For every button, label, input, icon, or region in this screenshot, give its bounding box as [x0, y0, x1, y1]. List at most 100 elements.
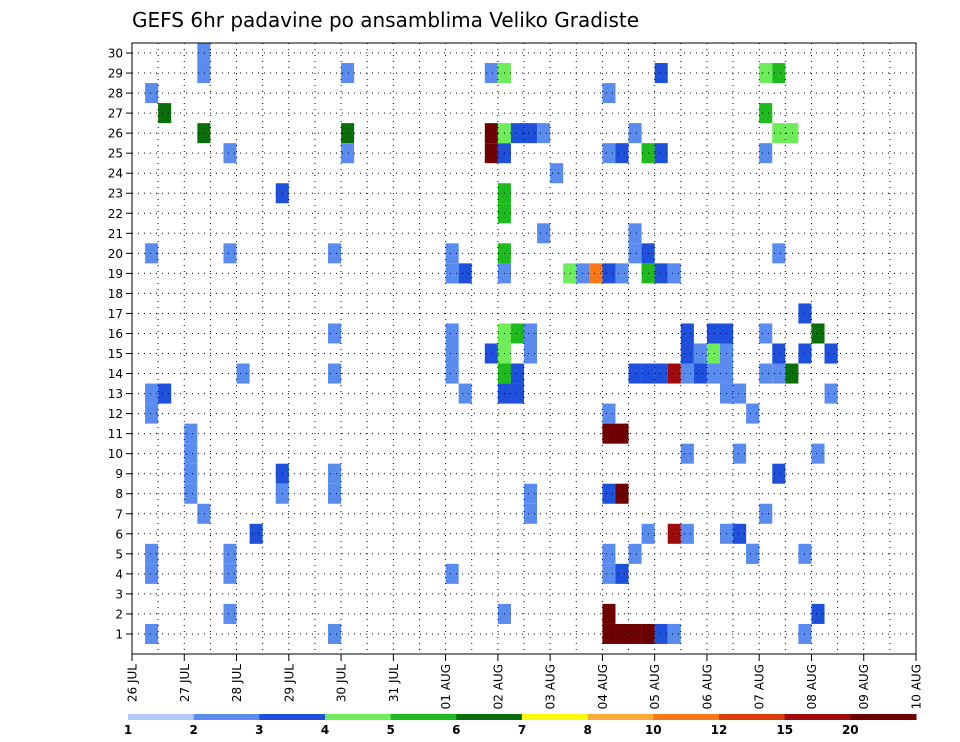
precip-cell	[445, 363, 459, 384]
y-tick-label: 1	[115, 627, 123, 641]
precip-cell	[680, 323, 694, 344]
precip-cell	[223, 603, 237, 624]
precip-cell	[184, 483, 198, 504]
x-tick-label: 29 JUL	[282, 664, 296, 702]
y-tick-label: 18	[108, 287, 123, 301]
precip-cell	[811, 323, 825, 344]
precip-cell	[484, 63, 498, 84]
colorbar-label: 5	[387, 723, 395, 737]
precip-cell	[145, 543, 159, 564]
precip-cell	[733, 523, 747, 544]
precip-cell	[223, 543, 237, 564]
x-tick-label: 10 AUG	[910, 664, 924, 709]
y-tick-label: 7	[115, 507, 123, 521]
precip-cell	[654, 363, 668, 384]
precip-cell	[537, 123, 551, 144]
precip-cell	[445, 243, 459, 264]
precip-cell	[706, 363, 720, 384]
precip-cell	[145, 383, 159, 404]
precip-cell	[628, 623, 642, 644]
precip-cell	[693, 343, 707, 364]
precip-cell	[445, 563, 459, 584]
precip-cell	[602, 403, 616, 424]
precip-cell	[524, 323, 538, 344]
precip-cell	[563, 263, 577, 284]
colorbar-label: 7	[518, 723, 526, 737]
precip-cell	[811, 603, 825, 624]
precip-cell	[628, 223, 642, 244]
y-tick-label: 14	[108, 367, 123, 381]
precip-cell	[550, 163, 564, 184]
colorbar-swatch	[653, 714, 720, 720]
precip-cell	[328, 623, 342, 644]
x-tick-label: 30 JUL	[335, 664, 349, 702]
precip-cell	[510, 363, 524, 384]
precip-cell	[145, 623, 159, 644]
precip-cell	[615, 143, 629, 164]
precip-cell	[615, 623, 629, 644]
x-tick-label: 07 AUG	[753, 664, 767, 709]
colorbar-swatch	[325, 714, 392, 720]
precip-cell	[223, 143, 237, 164]
precip-cell	[602, 543, 616, 564]
colorbar-swatch	[784, 714, 851, 720]
precip-cell	[458, 263, 472, 284]
precip-cell	[602, 423, 616, 444]
precip-cell	[772, 463, 786, 484]
precip-cell	[602, 483, 616, 504]
y-tick-label: 23	[108, 187, 123, 201]
precip-cell	[615, 563, 629, 584]
precip-cell	[145, 83, 159, 104]
precip-cell	[615, 483, 629, 504]
precip-cell	[615, 263, 629, 284]
precip-cell	[602, 143, 616, 164]
colorbar-label: 15	[776, 723, 793, 737]
precip-cell	[184, 463, 198, 484]
precip-cell	[589, 263, 603, 284]
plot-frame	[131, 42, 917, 655]
precip-cell	[445, 263, 459, 284]
precip-cell	[184, 423, 198, 444]
precip-cell	[785, 363, 799, 384]
precip-cell	[733, 443, 747, 464]
precip-cell	[824, 383, 838, 404]
precip-cell	[145, 563, 159, 584]
x-tick-label: 09 AUG	[857, 664, 871, 709]
precip-cell	[458, 383, 472, 404]
precip-cell	[197, 63, 211, 84]
y-tick-label: 11	[108, 427, 123, 441]
y-tick-label: 8	[115, 487, 123, 501]
precip-cell	[328, 323, 342, 344]
colorbar-swatch	[522, 714, 589, 720]
precip-cell	[484, 143, 498, 164]
precip-cell	[772, 63, 786, 84]
colorbar-label: 12	[711, 723, 728, 737]
precip-cell	[328, 463, 342, 484]
colorbar-swatch	[193, 714, 260, 720]
colorbar-swatch	[456, 714, 523, 720]
precip-cell	[706, 323, 720, 344]
precip-cell	[602, 563, 616, 584]
y-tick-label: 9	[115, 467, 123, 481]
precip-cell	[158, 383, 172, 404]
precip-cell	[524, 483, 538, 504]
colorbar-label: 6	[452, 723, 460, 737]
precip-cell	[341, 63, 355, 84]
precip-cell	[667, 623, 681, 644]
colorbar-swatch	[259, 714, 326, 720]
y-tick-label: 26	[108, 127, 123, 141]
colorbar: 1 2 3 4 5 6 7 8 10 12 15 20	[124, 714, 917, 737]
precip-cell	[693, 363, 707, 384]
y-tick-label: 3	[115, 587, 123, 601]
precip-cell	[772, 363, 786, 384]
precip-cell	[445, 343, 459, 364]
precip-cell	[223, 563, 237, 584]
y-tick-label: 24	[108, 167, 123, 181]
precip-cell	[733, 383, 747, 404]
y-tick-label: 22	[108, 207, 123, 221]
y-tick-label: 19	[108, 267, 123, 281]
y-tick-label: 29	[108, 67, 123, 81]
precip-cell	[197, 123, 211, 144]
colorbar-swatch	[128, 714, 195, 720]
